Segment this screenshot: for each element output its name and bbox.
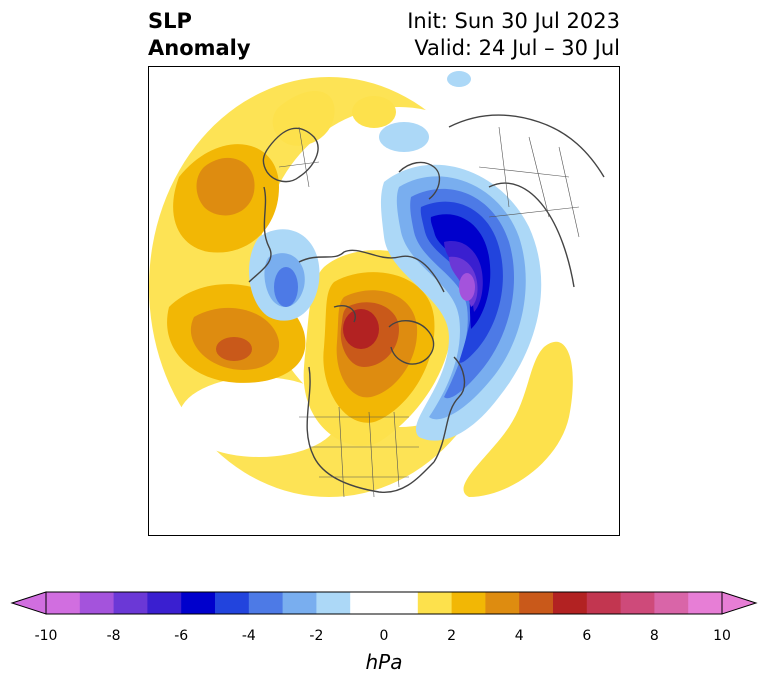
colorbar-tick-label: -10 — [34, 628, 58, 644]
anomaly-region-eurasia-neg8 — [459, 273, 475, 301]
slp-anomaly-map — [148, 66, 620, 536]
colorbar-bin — [553, 592, 588, 614]
coastlines — [248, 114, 605, 493]
anomaly-region-north-neg1b — [447, 71, 471, 87]
colorbar-bin — [586, 592, 622, 614]
borders — [278, 126, 580, 498]
colorbar-bin — [519, 592, 554, 614]
colorbar-bin — [215, 592, 250, 614]
anomaly-region-atlantic-pos1 — [463, 341, 573, 497]
colorbar-tick-label: 2 — [447, 628, 457, 644]
colorbar-bin — [620, 592, 655, 614]
title-line-2: Anomaly — [148, 36, 251, 60]
colorbar-bin — [654, 592, 689, 614]
colorbar-bin — [451, 592, 486, 614]
anomaly-region-north-pos2 — [352, 96, 396, 128]
colorbar-tick-label: -2 — [309, 628, 324, 644]
map-title: SLP Anomaly — [148, 8, 251, 62]
colorbar — [10, 591, 758, 615]
colorbar-bin — [46, 592, 81, 614]
anomaly-region-pacific-south-4 — [216, 337, 252, 361]
neutral-region-sw — [179, 377, 339, 457]
colorbar-tick-label: -4 — [241, 628, 256, 644]
colorbar-extend-low — [10, 591, 47, 615]
colorbar-tick-label: 10 — [713, 628, 731, 644]
colorbar-tick-label: -6 — [174, 628, 189, 644]
colorbar-extend-high — [721, 591, 758, 615]
title-line-1: SLP — [148, 9, 192, 33]
colorbar-bin — [181, 592, 216, 614]
colorbar-bin — [79, 592, 115, 614]
colorbar-tick-label: 4 — [514, 628, 524, 644]
anomaly-region-bering-neg3 — [274, 267, 298, 307]
colorbar-tick-label: 6 — [582, 628, 592, 644]
colorbar-outline — [45, 591, 723, 615]
colorbar-tick-label: 8 — [649, 628, 659, 644]
colorbar-bin — [688, 592, 723, 614]
colorbar-bin — [282, 592, 317, 614]
anomaly-region-pacific-3 — [196, 157, 255, 216]
colorbar-tick-label: -8 — [106, 628, 121, 644]
colorbar-tick-label: 0 — [379, 628, 389, 644]
init-date: Init: Sun 30 Jul 2023 — [407, 9, 620, 33]
colorbar-unit: hPa — [365, 650, 403, 674]
init-valid-info: Init: Sun 30 Jul 2023 Valid: 24 Jul – 30… — [407, 8, 620, 62]
colorbar-bin — [350, 592, 419, 614]
colorbar-bin — [485, 592, 520, 614]
colorbar-bin — [147, 592, 182, 614]
anomaly-region-north-pos1 — [272, 90, 335, 146]
colorbar-bin — [113, 592, 148, 614]
colorbar-bin — [316, 592, 351, 614]
colorbar-bin — [248, 592, 284, 614]
colorbar-bin — [417, 592, 453, 614]
anomaly-region-north-neg1 — [379, 122, 429, 152]
valid-range: Valid: 24 Jul – 30 Jul — [414, 36, 620, 60]
anomaly-region-canada-5 — [343, 309, 379, 349]
